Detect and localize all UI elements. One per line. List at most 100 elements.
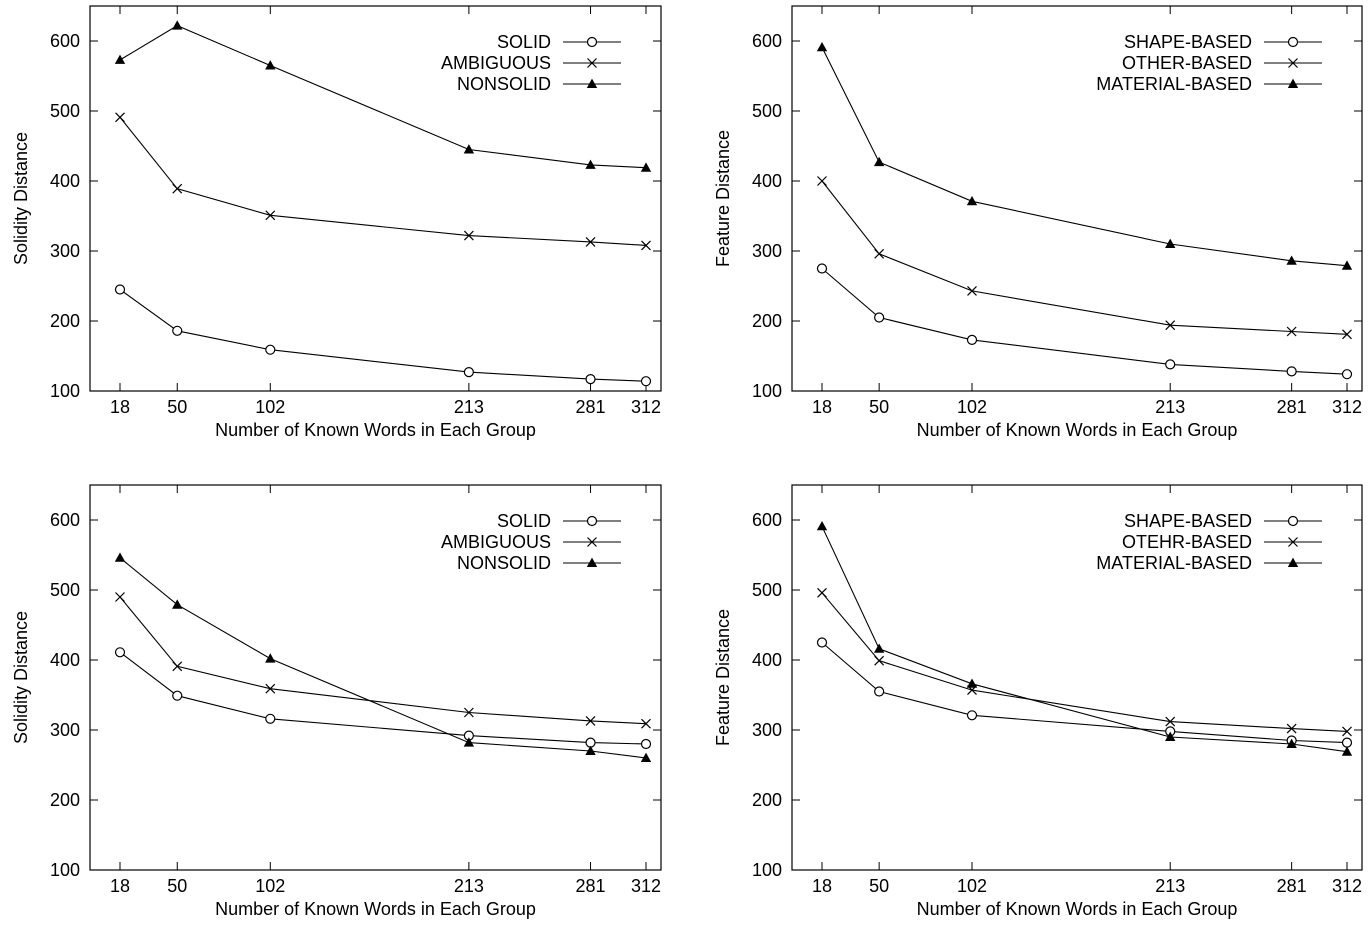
data-point <box>172 690 183 701</box>
data-point <box>172 661 183 672</box>
data-point <box>640 162 652 172</box>
y-tick-label: 600 <box>50 31 80 51</box>
x-axis-title: Number of Known Words in Each Group <box>917 420 1238 440</box>
data-point <box>967 285 977 296</box>
y-tick-label: 500 <box>50 101 80 121</box>
plot-frame <box>89 484 662 871</box>
data-point <box>265 60 276 70</box>
data-point <box>966 710 978 721</box>
series-triangle <box>114 552 652 762</box>
y-tick-label: 600 <box>752 510 782 530</box>
data-point <box>463 367 474 378</box>
data-point <box>816 263 828 274</box>
y-tick-label: 100 <box>50 381 80 401</box>
data-point <box>1286 738 1297 748</box>
legend-marker <box>1287 557 1299 567</box>
x-tick-label: 102 <box>255 876 285 896</box>
y-tick-label: 300 <box>50 720 80 740</box>
series-triangle <box>816 520 1353 756</box>
y-tick-label: 600 <box>50 510 80 530</box>
x-tick-label: 50 <box>869 876 889 896</box>
y-tick-label: 200 <box>752 311 782 331</box>
data-point <box>172 183 183 194</box>
legend-marker <box>586 78 598 88</box>
x-tick-label: 50 <box>167 876 187 896</box>
chart-panel-3: 100 200 300 400 500 600 18 50 102 213 281 312 Number… <box>11 484 662 919</box>
legend-marker <box>586 515 598 527</box>
legend-marker <box>1287 36 1299 48</box>
legend-label: SOLID <box>497 511 551 531</box>
series-circle <box>114 284 652 387</box>
data-point <box>874 655 885 666</box>
y-tick-label: 100 <box>752 860 782 880</box>
series-triangle <box>114 20 652 172</box>
data-point <box>585 715 596 726</box>
data-point <box>1286 723 1297 734</box>
legend-marker <box>586 36 598 48</box>
series-cross <box>817 587 1352 737</box>
data-point <box>585 374 596 385</box>
data-point <box>640 376 652 387</box>
x-tick-label: 102 <box>957 876 987 896</box>
series-line <box>119 116 647 246</box>
x-tick-label: 18 <box>110 876 130 896</box>
legend-label: SHAPE-BASED <box>1124 511 1252 531</box>
data-point <box>585 159 596 169</box>
y-tick-label: 300 <box>752 720 782 740</box>
data-point <box>816 520 828 531</box>
data-point <box>1165 716 1176 727</box>
legend-marker <box>587 58 597 68</box>
y-axis-title: Feature Distance <box>713 609 733 746</box>
legend-marker <box>1288 58 1298 68</box>
y-tick-label: 100 <box>50 860 80 880</box>
x-tick-label: 213 <box>1155 397 1185 417</box>
data-point <box>966 195 978 206</box>
plot-frame <box>791 5 1363 392</box>
series-circle <box>816 263 1353 380</box>
series-circle <box>816 637 1353 748</box>
data-point <box>1286 255 1297 265</box>
x-tick-label: 18 <box>110 397 130 417</box>
x-tick-label: 102 <box>255 397 285 417</box>
chart-panel-2: 100 200 300 400 500 600 18 50 102 213 281 312 Number… <box>713 5 1363 440</box>
y-axis-title: Feature Distance <box>713 130 733 267</box>
data-point <box>265 210 276 221</box>
data-point <box>1286 366 1297 377</box>
y-tick-label: 400 <box>752 650 782 670</box>
x-tick-label: 18 <box>812 876 832 896</box>
data-point <box>641 240 651 251</box>
series-circle <box>114 647 652 750</box>
x-tick-label: 50 <box>167 397 187 417</box>
legend-marker <box>586 557 598 567</box>
series-line <box>119 651 647 745</box>
data-point <box>1341 737 1353 748</box>
data-point <box>585 236 596 247</box>
y-tick-label: 500 <box>752 101 782 121</box>
data-point <box>874 686 885 697</box>
series-line <box>119 557 647 759</box>
legend-label: SHAPE-BASED <box>1124 32 1252 52</box>
data-point <box>463 737 475 747</box>
y-axis-title: Solidity Distance <box>11 132 31 265</box>
data-point <box>874 248 885 259</box>
x-axis-title: Number of Known Words in Each Group <box>917 899 1238 919</box>
x-tick-label: 281 <box>576 397 606 417</box>
plot-frame <box>791 484 1363 871</box>
series-line <box>119 24 647 169</box>
series-line <box>821 526 1348 753</box>
y-tick-label: 200 <box>752 790 782 810</box>
series-line <box>821 642 1348 744</box>
data-point <box>114 647 126 658</box>
y-axis-title: Solidity Distance <box>11 611 31 744</box>
data-point <box>1341 260 1353 270</box>
data-point <box>817 176 827 186</box>
data-point <box>265 713 276 724</box>
chart-panel-1: 100 200 300 400 500 600 18 50 102 213 281 312 Number… <box>11 5 662 440</box>
y-tick-label: 600 <box>752 31 782 51</box>
legend-label: OTHER-BASED <box>1122 53 1252 73</box>
data-point <box>966 334 978 345</box>
data-point <box>640 738 652 750</box>
